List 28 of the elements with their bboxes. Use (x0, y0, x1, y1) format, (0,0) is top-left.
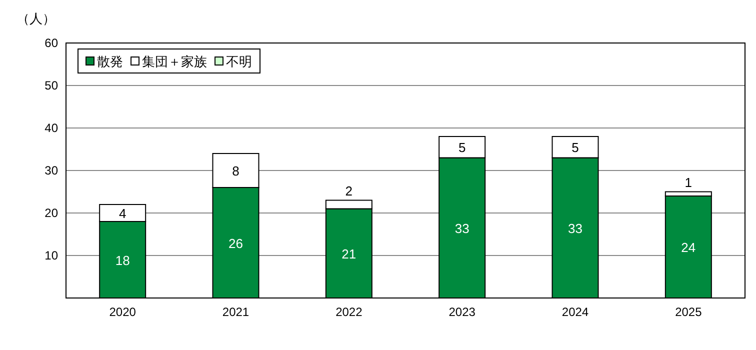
data-label: 2 (345, 183, 353, 198)
legend-label: 不明 (226, 54, 252, 69)
y-tick-label: 50 (44, 78, 58, 92)
y-tick-label: 60 (44, 36, 58, 50)
legend-label: 集団＋家族 (142, 54, 207, 69)
x-tick-label: 2022 (336, 305, 363, 319)
data-label: 8 (232, 164, 240, 178)
data-label: 5 (458, 140, 466, 156)
data-label: 4 (118, 206, 126, 221)
x-tick-label: 2021 (222, 305, 250, 319)
x-tick-label: 2024 (562, 305, 589, 319)
y-tick-label: 20 (44, 206, 58, 220)
x-tick-label: 2025 (675, 305, 702, 319)
data-label: 26 (228, 236, 243, 251)
legend-label: 散発 (97, 54, 123, 69)
x-tick-label: 2020 (109, 305, 136, 319)
x-tick-label: 2023 (448, 305, 476, 319)
data-label: 24 (681, 240, 696, 255)
y-axis-title: （人） (16, 11, 56, 26)
y-tick-label: 10 (44, 248, 58, 262)
data-label: 21 (342, 246, 356, 262)
y-tick-label: 30 (44, 164, 58, 178)
y-tick-label: 40 (44, 121, 58, 135)
data-label: 33 (454, 220, 470, 236)
data-label: 1 (684, 174, 692, 190)
data-label: 5 (572, 140, 579, 156)
data-label: 18 (115, 252, 130, 268)
data-label: 33 (568, 220, 582, 236)
